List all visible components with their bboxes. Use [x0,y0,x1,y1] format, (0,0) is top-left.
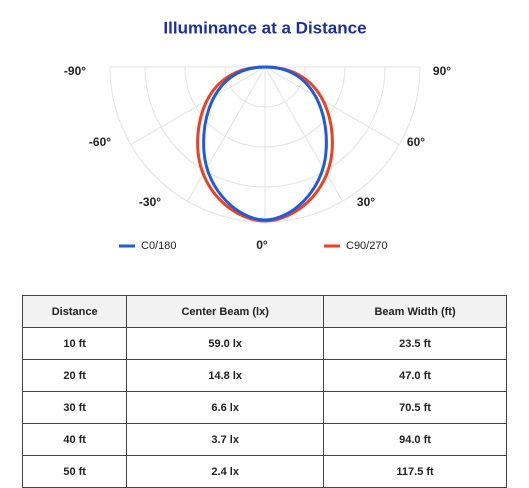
angle-label: 30° [357,195,375,209]
curve-c0 [202,65,328,222]
table-row: 50 ft 2.4 lx 117.5 ft [21,455,507,488]
legend-label: C0/180 [141,240,176,252]
table-cell: 50 ft [21,455,128,488]
table-cell: 2.4 lx [126,455,325,488]
header-cell: Distance [21,295,128,328]
table-row: 20 ft 14.8 lx 47.0 ft [21,359,507,392]
table-cell: 59.0 lx [126,327,325,360]
angle-label: -90° [64,64,86,78]
angle-label: -60° [89,135,111,149]
table-cell: 117.5 ft [323,455,507,488]
header-cell: Beam Width (ft) [323,295,507,328]
table-cell: 70.5 ft [323,391,507,424]
table-cell: 30 ft [21,391,128,424]
angle-label: -30° [139,195,161,209]
table-body: 10 ft 59.0 lx 23.5 ft 20 ft 14.8 lx 47.0 ft 30… [21,327,507,488]
table-cell: 10 ft [21,327,128,360]
angle-label: 60° [407,135,425,149]
angle-label: 0° [256,238,268,252]
table-cell: 3.7 lx [126,423,325,456]
table-cell: 40 ft [21,423,128,456]
illuminance-table: Distance Center Beam (lx) Beam Width (ft) … [21,295,507,488]
table-row: 10 ft 59.0 lx 23.5 ft [21,327,507,360]
angle-label: 90° [433,64,451,78]
table-cell: 47.0 ft [323,359,507,392]
title: Illuminance at a Distance [163,18,366,37]
table-cell: 23.5 ft [323,327,507,360]
polar-diagram: Illuminance at a Distance -90° 90° -60° … [64,18,451,252]
legend-label: C90/270 [346,240,388,252]
table-row: 30 ft 6.6 lx 70.5 ft [21,391,507,424]
table-cell: 14.8 lx [126,359,325,392]
table-row: 40 ft 3.7 lx 94.0 ft [21,423,507,456]
table-cell: 20 ft [21,359,128,392]
header-row: Distance Center Beam (lx) Beam Width (ft) [21,295,507,328]
header-cell: Center Beam (lx) [126,295,325,328]
table-cell: 6.6 lx [126,391,325,424]
table-cell: 94.0 ft [323,423,507,456]
